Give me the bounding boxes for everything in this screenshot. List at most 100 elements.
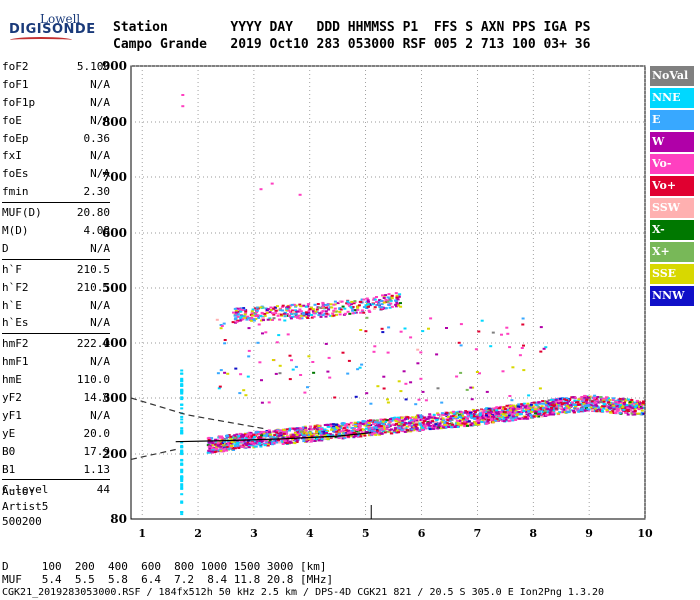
echo-point (346, 431, 350, 434)
echo-point (491, 411, 495, 414)
echo-point (323, 428, 327, 431)
echo-point (217, 445, 221, 448)
echo-point (240, 445, 244, 448)
echo-point (534, 406, 538, 409)
echo-point (261, 332, 264, 335)
echo-point (580, 407, 584, 410)
echo-point (240, 443, 244, 446)
echo-point (483, 415, 487, 418)
echo-point (384, 298, 388, 301)
echo-point (251, 437, 255, 440)
echo-point (506, 332, 510, 335)
echo-point (592, 406, 596, 409)
echo-point (521, 404, 525, 407)
echo-point (274, 312, 278, 315)
param-value: N/A (90, 77, 110, 91)
echo-point (180, 380, 184, 383)
echo-point (466, 413, 470, 416)
echo-point (247, 317, 250, 320)
echo-point (359, 435, 363, 438)
echo-point (234, 367, 238, 370)
param-row: hmF1 N/A (2, 353, 110, 371)
echo-point (263, 434, 267, 437)
echo-point (301, 312, 305, 315)
echo-point (390, 294, 394, 297)
echo-point (580, 399, 584, 402)
echo-point (614, 412, 618, 414)
echo-point (206, 444, 210, 447)
echo-point (428, 414, 432, 417)
echo-point (261, 316, 265, 319)
echo-point (585, 402, 589, 405)
echo-point (475, 415, 479, 418)
echo-point (260, 401, 264, 404)
echo-point (237, 435, 241, 438)
echo-point (217, 387, 221, 390)
echo-point (239, 310, 243, 313)
echo-point (587, 408, 591, 411)
param-name: foF2 (2, 60, 29, 73)
echo-point (287, 440, 291, 443)
echo-point (369, 419, 373, 422)
echo-point (545, 413, 548, 416)
echo-point (359, 422, 363, 425)
echo-point (346, 426, 350, 429)
echo-point (549, 413, 553, 416)
echo-point (372, 423, 375, 426)
echo-point (420, 425, 424, 428)
echo-point (244, 437, 248, 439)
echo-point (250, 312, 254, 315)
echo-point (480, 411, 484, 413)
echo-point (615, 400, 619, 403)
legend-item-x: X+ (650, 242, 694, 262)
echo-point (543, 410, 547, 413)
echo-point (309, 434, 313, 436)
echo-point (576, 399, 580, 402)
echo-point (343, 312, 347, 315)
echo-point (360, 298, 364, 301)
echo-point (357, 430, 361, 433)
echo-point (508, 416, 512, 419)
echo-point (442, 419, 446, 422)
echo-point (260, 440, 264, 443)
logo-lowell-text: Lowell (40, 12, 81, 26)
echo-point (180, 501, 184, 504)
echo-point (259, 188, 263, 191)
echo-point (527, 410, 530, 413)
echo-point (351, 312, 355, 315)
echo-point (243, 313, 247, 316)
echo-point (295, 434, 299, 437)
param-row: yE 20.0 (2, 425, 110, 443)
echo-point (510, 406, 514, 409)
echo-point (327, 308, 331, 311)
echo-point (336, 302, 340, 305)
echo-point (207, 445, 211, 448)
echo-point (605, 396, 608, 399)
echo-point (449, 415, 453, 418)
echo-point (359, 311, 363, 314)
y-tick-label: 500 (102, 281, 127, 295)
echo-point (389, 418, 392, 420)
echo-point (416, 362, 420, 365)
echo-point (522, 344, 525, 347)
echo-point (260, 311, 264, 314)
echo-point (404, 418, 407, 421)
echo-point (223, 371, 227, 374)
echo-point (320, 438, 324, 441)
echo-point (590, 400, 594, 403)
echo-point (507, 414, 511, 417)
echo-point (328, 376, 332, 379)
echo-point (223, 440, 226, 443)
echo-point (630, 412, 634, 415)
echo-point (404, 416, 408, 419)
echo-point (577, 403, 581, 406)
echo-point (438, 422, 442, 425)
echo-point (491, 407, 495, 410)
echo-point (550, 406, 554, 409)
param-value: N/A (90, 149, 110, 163)
echo-point (421, 419, 425, 422)
echo-point (372, 350, 376, 353)
echo-point (303, 425, 307, 428)
echo-point (521, 317, 525, 320)
param-row: hmF2 222.0 (2, 335, 110, 353)
